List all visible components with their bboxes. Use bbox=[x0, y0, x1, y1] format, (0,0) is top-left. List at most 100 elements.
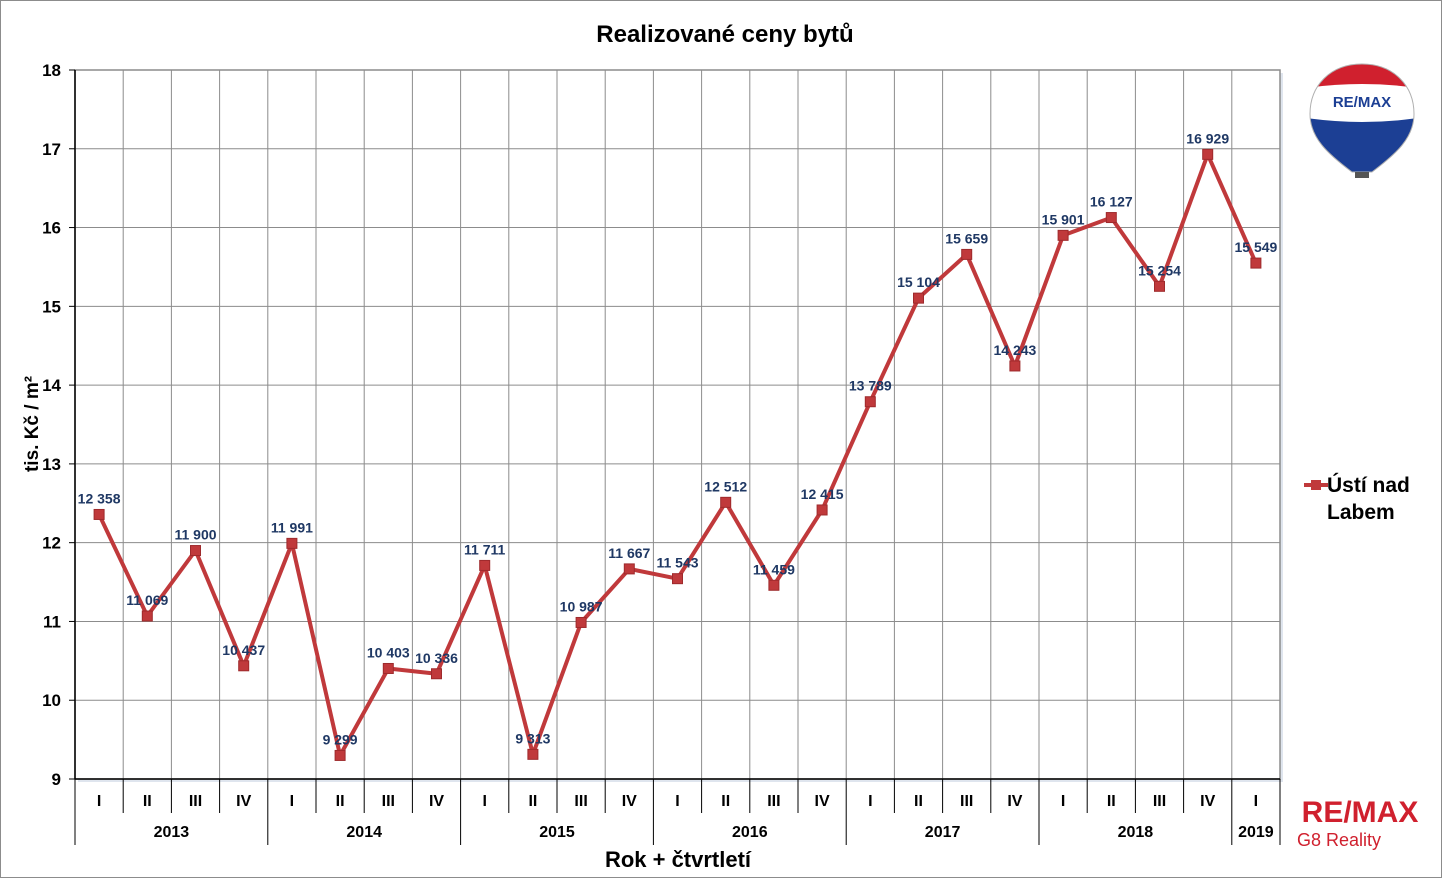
balloon-logo-text: RE/MAX bbox=[1333, 94, 1391, 111]
year-label: 2015 bbox=[539, 824, 575, 841]
data-point bbox=[431, 668, 442, 680]
y-axis-label: tis. Kč / m² bbox=[22, 376, 43, 472]
data-point bbox=[190, 545, 201, 557]
quarter-label: IV bbox=[236, 793, 251, 810]
quarter-label: I bbox=[97, 793, 101, 810]
data-point bbox=[1057, 229, 1069, 241]
data-label: 12 512 bbox=[704, 478, 747, 494]
data-label: 10 987 bbox=[560, 598, 603, 614]
quarter-label: IV bbox=[815, 793, 830, 810]
quarter-label: II bbox=[528, 793, 537, 810]
data-point bbox=[479, 559, 491, 571]
quarter-label: IV bbox=[429, 793, 444, 810]
data-label: 9 313 bbox=[515, 730, 550, 746]
quarter-label: III bbox=[574, 793, 587, 810]
legend: Ústí nad Labem bbox=[1304, 473, 1410, 524]
x-axis: I II III IV I II III IV I II III IV I II III IV I II III IV… bbox=[74, 778, 1281, 845]
quarter-label: I bbox=[1254, 793, 1258, 810]
legend-label-line: Labem bbox=[1327, 501, 1395, 524]
quarter-label: I bbox=[482, 793, 486, 810]
quarter-label: III bbox=[189, 793, 202, 810]
quarter-label: II bbox=[914, 793, 923, 810]
data-label: 15 104 bbox=[897, 274, 940, 290]
data-point bbox=[1202, 148, 1214, 160]
year-label: 2018 bbox=[1118, 824, 1154, 841]
year-label: 2013 bbox=[154, 824, 190, 841]
year-label: 2016 bbox=[732, 824, 768, 841]
data-point bbox=[141, 610, 153, 622]
data-label: 11 991 bbox=[271, 519, 313, 535]
data-label: 16 929 bbox=[1186, 130, 1229, 146]
data-label: 11 069 bbox=[126, 592, 168, 608]
data-label: 11 900 bbox=[174, 527, 216, 543]
quarter-label: IV bbox=[1200, 793, 1215, 810]
x-axis-label: Rok + čtvrtletí bbox=[605, 847, 752, 872]
data-point bbox=[238, 660, 250, 672]
data-point bbox=[1250, 257, 1262, 269]
plot-area bbox=[74, 69, 1283, 782]
remax-office-name: G8 Reality bbox=[1297, 830, 1381, 850]
data-point bbox=[286, 537, 298, 549]
y-tick-label: 17 bbox=[42, 140, 61, 159]
data-point bbox=[575, 616, 587, 628]
data-point bbox=[93, 508, 105, 520]
year-label: 2019 bbox=[1238, 824, 1274, 841]
data-point bbox=[961, 248, 973, 260]
plot-border bbox=[74, 69, 1281, 780]
data-label: 10 437 bbox=[222, 642, 265, 658]
quarter-label: II bbox=[336, 793, 345, 810]
quarter-label: I bbox=[675, 793, 679, 810]
data-label: 12 415 bbox=[801, 486, 844, 502]
y-tick-label: 15 bbox=[42, 297, 61, 316]
quarter-label: IV bbox=[1007, 793, 1022, 810]
balloon-basket bbox=[1355, 172, 1369, 178]
data-label: 10 336 bbox=[415, 650, 458, 666]
y-tick-label: 12 bbox=[42, 534, 61, 553]
quarter-label: I bbox=[290, 793, 294, 810]
data-label: 16 127 bbox=[1090, 194, 1133, 210]
quarter-label: III bbox=[960, 793, 973, 810]
data-point bbox=[864, 396, 876, 408]
remax-balloon-logo: RE/MAX bbox=[1309, 63, 1415, 178]
quarter-label: III bbox=[767, 793, 780, 810]
data-label: 15 659 bbox=[945, 230, 988, 246]
quarter-label: I bbox=[1061, 793, 1065, 810]
data-point bbox=[1105, 212, 1117, 224]
y-tick-label: 14 bbox=[42, 376, 61, 395]
data-point bbox=[720, 496, 732, 508]
data-label: 15 901 bbox=[1042, 211, 1085, 227]
data-label: 12 358 bbox=[78, 490, 121, 506]
legend-marker bbox=[1311, 480, 1321, 490]
data-label: 14 243 bbox=[993, 342, 1036, 358]
data-label: 9 299 bbox=[323, 731, 358, 747]
y-tick-label: 16 bbox=[42, 219, 61, 238]
grid-lines bbox=[74, 69, 1281, 780]
data-label: 15 549 bbox=[1234, 239, 1277, 255]
data-label: 13 789 bbox=[849, 378, 892, 394]
quarter-label: II bbox=[143, 793, 152, 810]
quarter-label: II bbox=[721, 793, 730, 810]
legend-label-line: Ústí nad bbox=[1327, 473, 1410, 497]
year-label: 2017 bbox=[925, 824, 961, 841]
quarter-label: IV bbox=[622, 793, 637, 810]
data-point bbox=[913, 292, 924, 304]
data-point bbox=[334, 749, 346, 761]
chart-title: Realizované ceny bytů bbox=[596, 21, 853, 48]
data-point bbox=[623, 563, 635, 575]
data-point bbox=[382, 662, 394, 674]
data-label: 11 543 bbox=[656, 555, 698, 571]
y-tick-label: 11 bbox=[43, 612, 61, 631]
data-label: 11 711 bbox=[464, 541, 505, 557]
quarter-label: III bbox=[382, 793, 395, 810]
data-point bbox=[1154, 280, 1165, 292]
data-point bbox=[1009, 360, 1021, 372]
data-point bbox=[816, 504, 828, 516]
quarter-label: II bbox=[1107, 793, 1116, 810]
data-point bbox=[768, 579, 780, 591]
y-tick-label: 9 bbox=[52, 770, 61, 789]
quarter-label: I bbox=[868, 793, 872, 810]
y-tick-label: 18 bbox=[42, 61, 61, 80]
data-labels: 12 358 11 069 11 900 10 437 11 991 9 299 10 40… bbox=[78, 130, 1278, 747]
remax-wordmark: RE/MAX bbox=[1302, 796, 1419, 829]
